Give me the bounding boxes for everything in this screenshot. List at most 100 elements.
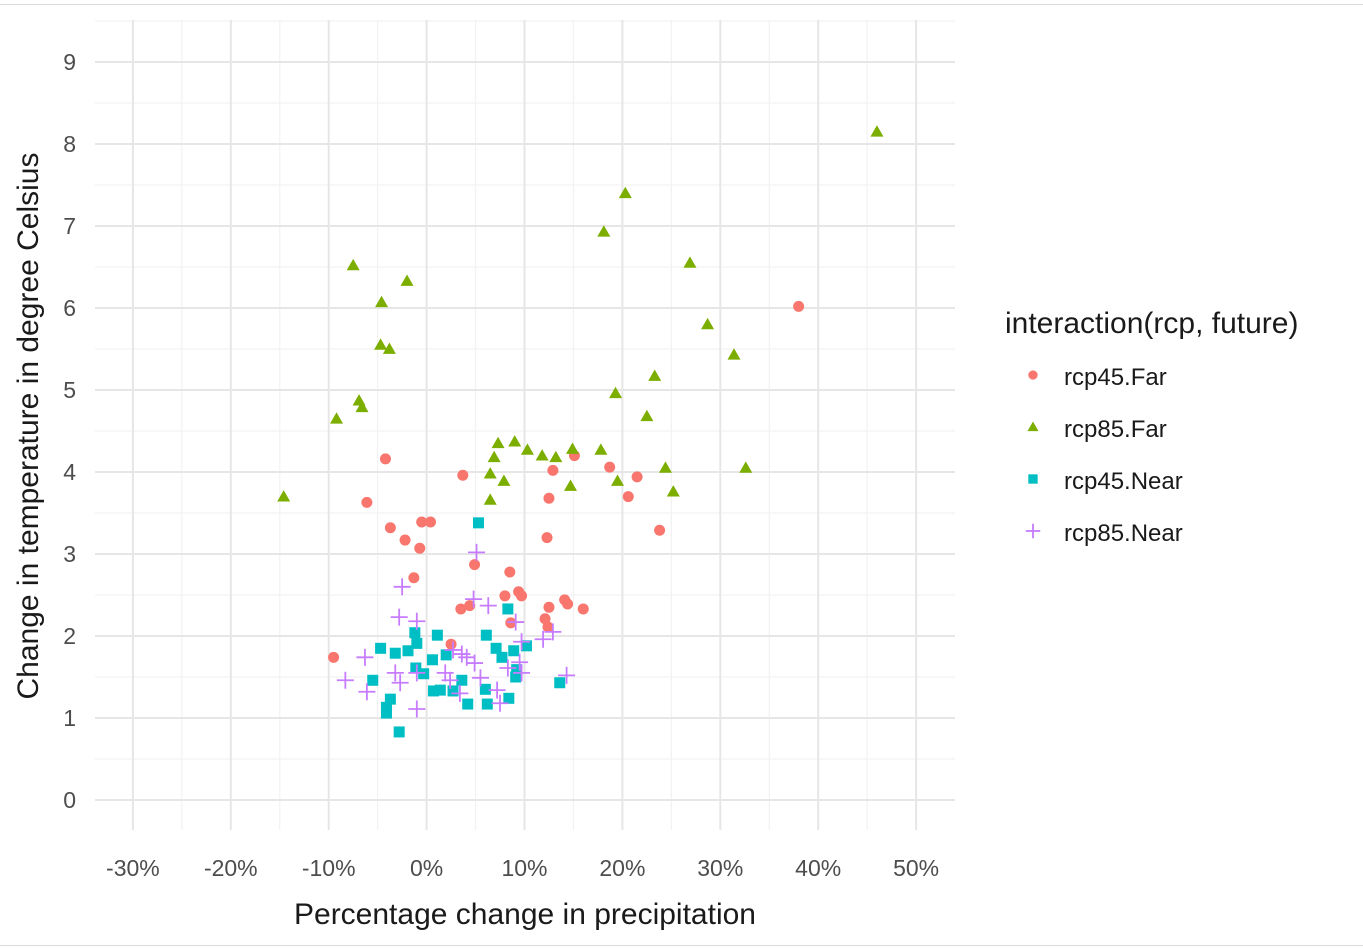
- point-rcp45-near: [393, 726, 405, 738]
- point-rcp45-near: [503, 692, 515, 704]
- y-tick-label: 3: [63, 541, 76, 567]
- point-rcp85-near: [441, 671, 459, 689]
- point-rcp45-near: [511, 664, 523, 676]
- point-rcp45-near: [427, 685, 439, 697]
- point-rcp85-far: [611, 474, 625, 486]
- point-rcp45-near: [426, 654, 438, 666]
- point-rcp45-near: [520, 640, 532, 652]
- point-rcp85-far: [497, 474, 511, 486]
- point-rcp45-far: [399, 534, 411, 546]
- legend-label: rcp85.Near: [1064, 520, 1183, 547]
- legend-key-rcp45-far: [1028, 370, 1038, 380]
- point-rcp45-far: [577, 603, 589, 615]
- point-rcp45-near: [472, 517, 484, 529]
- x-tick-label: 50%: [893, 855, 939, 881]
- point-rcp45-near: [481, 698, 493, 710]
- point-rcp85-far: [355, 400, 369, 413]
- point-rcp85-near: [499, 659, 517, 677]
- y-tick-labels: 0 1 2 3 4 5 6 7 8 9: [63, 49, 76, 813]
- point-rcp45-far: [414, 542, 426, 554]
- point-rcp85-far: [640, 409, 654, 422]
- point-rcp45-far: [622, 491, 634, 503]
- point-rcp85-near: [491, 694, 509, 712]
- point-rcp85-far: [666, 485, 680, 497]
- point-rcp45-near: [380, 701, 392, 713]
- point-rcp85-far: [400, 274, 414, 286]
- point-rcp85-near: [453, 645, 471, 663]
- point-rcp85-near: [479, 597, 497, 615]
- point-rcp45-near: [434, 684, 446, 696]
- point-rcp85-near: [488, 681, 506, 699]
- y-tick-label: 1: [63, 705, 76, 731]
- x-axis-title: Percentage change in precipitation: [294, 898, 756, 931]
- y-tick-label: 5: [63, 377, 76, 403]
- point-rcp45-far: [408, 572, 420, 584]
- point-rcp85-far: [374, 338, 388, 350]
- point-rcp85-near: [458, 648, 476, 666]
- point-rcp85-near: [465, 590, 483, 608]
- point-rcp45-far: [445, 638, 457, 650]
- point-rcp85-near: [558, 666, 576, 684]
- point-rcp85-near: [513, 664, 531, 682]
- y-tick-label: 4: [63, 459, 76, 485]
- point-rcp45-far: [457, 469, 469, 481]
- point-rcp45-near: [447, 685, 459, 697]
- y-axis-title: Change in temperature in degree Celsius: [12, 153, 45, 700]
- point-rcp45-far: [328, 651, 340, 663]
- point-rcp45-far: [793, 300, 805, 312]
- point-rcp85-far: [739, 461, 753, 473]
- point-rcp45-near: [554, 677, 566, 689]
- point-rcp85-near: [471, 669, 489, 687]
- x-tick-label: 40%: [795, 855, 841, 881]
- chart-frame: [0, 4, 1363, 946]
- x-tick-label: 20%: [599, 855, 645, 881]
- point-rcp45-near: [402, 645, 414, 657]
- point-rcp45-near: [456, 674, 468, 686]
- point-rcp85-near: [356, 648, 374, 666]
- x-tick-label: -20%: [204, 855, 258, 881]
- point-rcp45-far: [654, 524, 666, 536]
- point-rcp85-near: [468, 543, 486, 561]
- point-rcp85-near: [436, 664, 454, 682]
- point-rcp45-near: [389, 647, 401, 659]
- point-rcp85-far: [658, 461, 672, 473]
- point-rcp45-far: [541, 532, 553, 544]
- point-rcp45-near: [496, 651, 508, 663]
- point-rcp85-near: [408, 664, 426, 682]
- data-points: [277, 125, 884, 738]
- point-rcp85-far: [508, 435, 522, 447]
- point-rcp45-far: [384, 522, 396, 534]
- grid: [95, 20, 955, 830]
- point-rcp45-near: [410, 662, 422, 674]
- point-rcp85-far: [277, 490, 291, 502]
- point-rcp45-far: [547, 464, 559, 476]
- point-rcp45-near: [431, 629, 443, 641]
- point-rcp45-near: [490, 642, 502, 654]
- x-tick-label: 30%: [697, 855, 743, 881]
- point-rcp85-far: [330, 412, 344, 424]
- x-tick-label: 10%: [501, 855, 547, 881]
- point-rcp45-near: [375, 642, 387, 654]
- point-rcp85-far: [535, 449, 549, 461]
- point-rcp45-far: [542, 621, 554, 633]
- point-rcp45-near: [479, 683, 491, 695]
- legend-key-rcp85-far: [1027, 421, 1039, 432]
- point-rcp85-far: [520, 443, 534, 455]
- y-tick-label: 2: [63, 623, 76, 649]
- point-rcp85-near: [507, 613, 525, 631]
- point-rcp45-far: [562, 598, 574, 610]
- point-rcp85-near: [390, 608, 408, 626]
- y-tick-label: 7: [63, 213, 76, 239]
- point-rcp85-far: [549, 450, 563, 463]
- legend-key-rcp45-near: [1028, 474, 1038, 484]
- legend-key-rcp85-near: [1025, 523, 1041, 539]
- point-rcp45-far: [464, 600, 476, 612]
- point-rcp45-near: [502, 603, 514, 615]
- point-rcp85-far: [564, 479, 578, 491]
- point-rcp45-far: [425, 516, 437, 528]
- legend: interaction(rcp, future) rcp45.Far rcp85.…: [1005, 307, 1298, 547]
- point-rcp85-far: [375, 295, 389, 308]
- legend-title: interaction(rcp, future): [1005, 307, 1298, 340]
- point-rcp85-far: [648, 369, 662, 381]
- point-rcp45-near: [480, 629, 492, 641]
